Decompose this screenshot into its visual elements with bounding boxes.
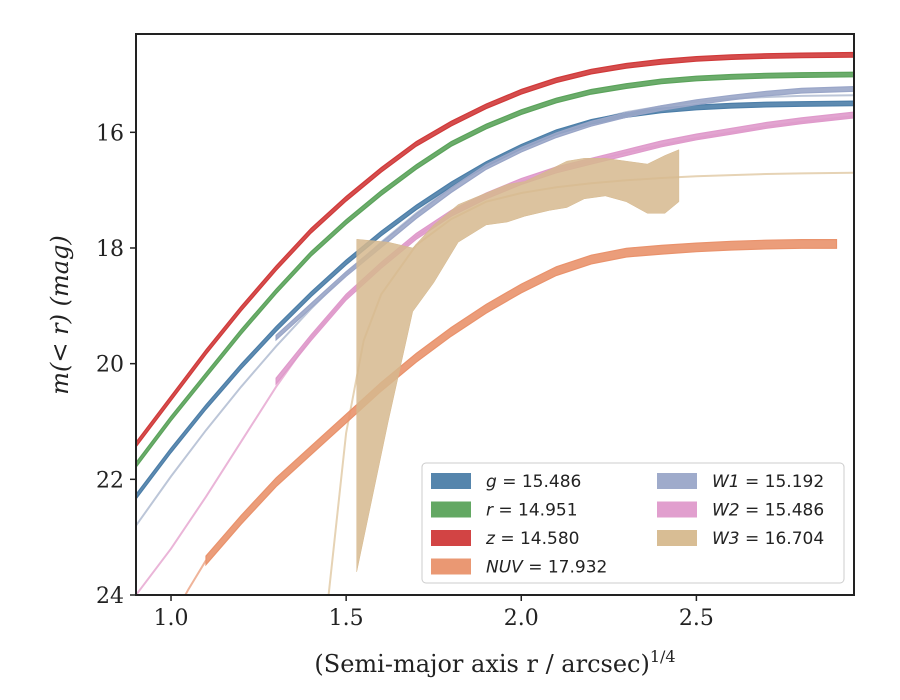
legend-swatch-z (431, 530, 471, 546)
x-tick-label: 2.0 (504, 606, 539, 631)
legend-label-w1: W1 = 15.192 (712, 472, 824, 492)
y-tick-label: 22 (96, 468, 124, 493)
x-tick-label: 1.0 (154, 606, 189, 631)
legend-frame (421, 462, 845, 584)
series-r-band (136, 71, 854, 469)
x-tick-label: 1.5 (329, 606, 364, 631)
legend-swatch-r (431, 501, 471, 518)
legend-label-w2: W2 = 15.486 (712, 501, 824, 521)
series-g-band (136, 100, 854, 500)
NUV-extension-curve (184, 559, 207, 595)
legend-swatch-w1 (657, 473, 697, 489)
y-axis: 16 18 20 22 24 (96, 121, 136, 609)
legend-label-nuv: NUV = 17.932 (486, 558, 607, 578)
series-w3-band (356, 149, 680, 572)
y-axis-label: m(< r) (mag) (46, 235, 74, 394)
y-tick-label: 16 (96, 121, 124, 146)
legend-label-z: z = 14.580 (485, 529, 579, 549)
legend-label-w3: W3 = 16.704 (712, 529, 824, 549)
legend-swatch-w3 (657, 530, 697, 546)
x-axis-label: (Semi-major axis r / arcsec)1/4 (314, 647, 675, 678)
legend-swatch-nuv (431, 558, 471, 575)
x-axis-label-main: (Semi-major axis r / arcsec) (314, 650, 649, 678)
legend-swatch-g (431, 473, 471, 489)
y-tick-label: 24 (96, 584, 124, 609)
x-axis-label-superscript: 1/4 (650, 647, 676, 666)
plot-area (136, 51, 854, 595)
series-group (136, 51, 854, 595)
y-tick-label: 20 (96, 353, 124, 378)
series-w1-band (275, 85, 854, 342)
series-z-band (136, 51, 854, 448)
legend: g = 15.486 r = 14.951 z = 14.580 NUV = 17.9… (421, 462, 845, 584)
x-tick-label: 2.5 (679, 606, 714, 631)
legend-label-g: g = 15.486 (486, 472, 581, 492)
legend-label-r: r = 14.951 (486, 501, 578, 521)
legend-swatch-w2 (657, 501, 697, 518)
y-tick-label: 18 (96, 237, 124, 262)
x-axis: 1.0 1.5 2.0 2.5 (154, 595, 714, 631)
plot-frame (135, 33, 855, 596)
